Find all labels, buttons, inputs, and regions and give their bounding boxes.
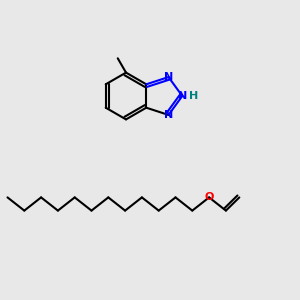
Text: N: N bbox=[164, 110, 173, 120]
Text: H: H bbox=[189, 91, 198, 101]
Text: N: N bbox=[178, 91, 187, 101]
Text: O: O bbox=[204, 192, 214, 203]
Text: N: N bbox=[164, 72, 173, 82]
